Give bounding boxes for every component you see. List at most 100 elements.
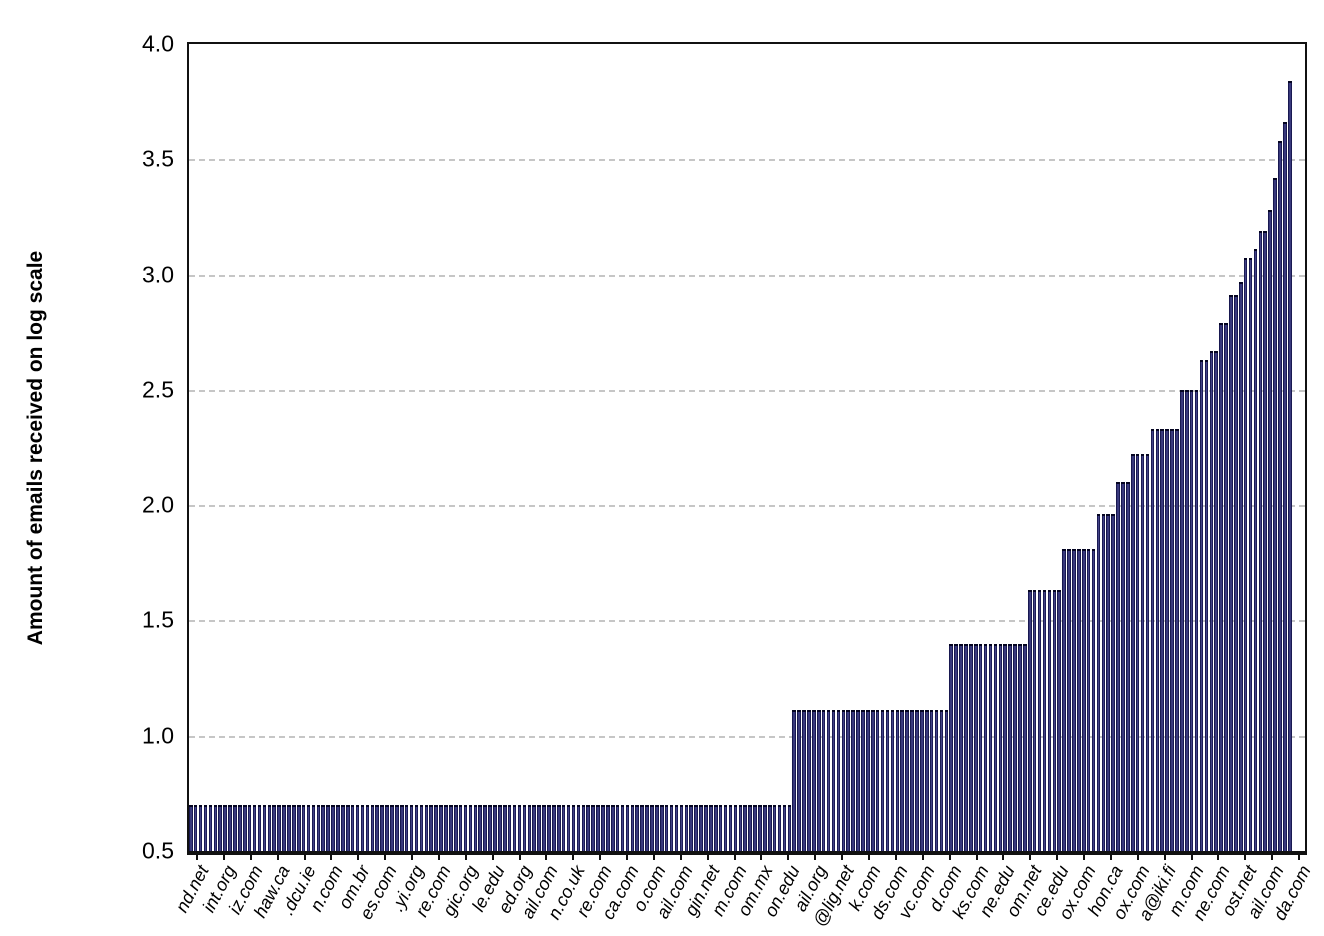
x-tick-mark bbox=[1056, 855, 1059, 860]
y-axis-tick-labels: 4.0 3.5 3.0 2.5 2.0 1.5 1.0 0.5 bbox=[0, 0, 174, 936]
x-tick-mark bbox=[196, 855, 198, 860]
bar bbox=[242, 804, 247, 851]
bar bbox=[385, 804, 389, 851]
x-tick-mark bbox=[679, 855, 682, 860]
bar bbox=[1180, 389, 1184, 851]
bar bbox=[556, 804, 561, 851]
bar bbox=[591, 804, 595, 851]
bar bbox=[409, 804, 414, 851]
bar bbox=[890, 710, 895, 851]
bar bbox=[669, 804, 674, 851]
bar bbox=[807, 710, 811, 851]
x-tick-mark bbox=[357, 855, 360, 860]
bar bbox=[390, 804, 394, 851]
bar bbox=[699, 804, 703, 851]
bar bbox=[223, 804, 227, 851]
bar bbox=[1067, 548, 1071, 851]
bar bbox=[453, 804, 458, 851]
bar bbox=[1248, 258, 1253, 851]
bar bbox=[542, 804, 546, 851]
bar bbox=[581, 804, 586, 851]
y-tick-label: 0.5 bbox=[142, 837, 174, 864]
bar bbox=[552, 804, 556, 851]
bar bbox=[1077, 548, 1081, 851]
bar bbox=[429, 804, 433, 851]
bar bbox=[934, 710, 939, 851]
bar bbox=[978, 643, 983, 851]
bar bbox=[689, 804, 693, 851]
x-tick-mark bbox=[787, 855, 790, 860]
bar bbox=[812, 710, 816, 851]
bar bbox=[723, 804, 728, 851]
bar bbox=[346, 804, 350, 851]
bar bbox=[507, 804, 512, 851]
bar bbox=[282, 804, 286, 851]
bar bbox=[311, 804, 316, 851]
x-tick-mark bbox=[1029, 855, 1032, 860]
bar bbox=[498, 804, 502, 851]
bar bbox=[1131, 454, 1135, 851]
bar bbox=[1219, 323, 1223, 851]
bar bbox=[404, 804, 409, 851]
bar bbox=[1106, 514, 1111, 851]
bar bbox=[910, 710, 914, 851]
bar bbox=[650, 804, 654, 851]
bar bbox=[1268, 210, 1272, 851]
bar bbox=[306, 804, 311, 851]
y-tick-label: 3.5 bbox=[142, 145, 174, 172]
bar bbox=[1091, 548, 1096, 851]
bar bbox=[444, 804, 448, 851]
bar bbox=[213, 804, 218, 851]
bar bbox=[1121, 482, 1125, 851]
bar bbox=[954, 643, 958, 851]
bar bbox=[606, 804, 610, 851]
bar bbox=[326, 804, 330, 851]
bar bbox=[1238, 281, 1243, 851]
bar bbox=[252, 804, 257, 851]
bar bbox=[458, 804, 463, 851]
bar bbox=[228, 804, 232, 851]
bar bbox=[517, 804, 522, 851]
bar bbox=[733, 804, 738, 851]
bar bbox=[875, 710, 880, 851]
bar bbox=[753, 804, 757, 851]
bar bbox=[630, 804, 635, 851]
bar bbox=[483, 804, 487, 851]
bar bbox=[728, 804, 733, 851]
x-tick-mark bbox=[626, 855, 629, 860]
bar bbox=[395, 804, 399, 851]
bar bbox=[1042, 590, 1047, 851]
bar bbox=[1037, 590, 1042, 851]
x-tick-mark bbox=[491, 855, 494, 860]
bar bbox=[1003, 643, 1007, 851]
bar bbox=[1258, 230, 1263, 851]
bar bbox=[522, 804, 527, 851]
bar bbox=[645, 804, 649, 851]
bar bbox=[1273, 177, 1277, 851]
x-tick-mark bbox=[276, 855, 279, 860]
bar bbox=[262, 804, 267, 851]
bar bbox=[1047, 590, 1052, 851]
bar bbox=[743, 804, 747, 851]
bar bbox=[635, 804, 640, 851]
y-tick-label: 3.0 bbox=[142, 261, 174, 288]
bar bbox=[493, 804, 497, 851]
bar bbox=[924, 710, 929, 851]
x-tick-mark bbox=[437, 855, 440, 860]
bar bbox=[998, 643, 1003, 851]
bar bbox=[704, 804, 708, 851]
bar bbox=[974, 643, 978, 851]
bar bbox=[1150, 429, 1155, 851]
bar bbox=[709, 804, 713, 851]
bar bbox=[674, 804, 679, 851]
bar bbox=[782, 804, 787, 851]
bar bbox=[615, 804, 620, 851]
bar bbox=[713, 804, 718, 851]
bar bbox=[503, 804, 507, 851]
bar bbox=[189, 804, 193, 851]
bar bbox=[1165, 429, 1169, 851]
bar bbox=[964, 643, 968, 851]
gridline bbox=[189, 505, 1305, 508]
x-tick-mark bbox=[706, 855, 709, 860]
x-tick-mark bbox=[222, 855, 225, 860]
